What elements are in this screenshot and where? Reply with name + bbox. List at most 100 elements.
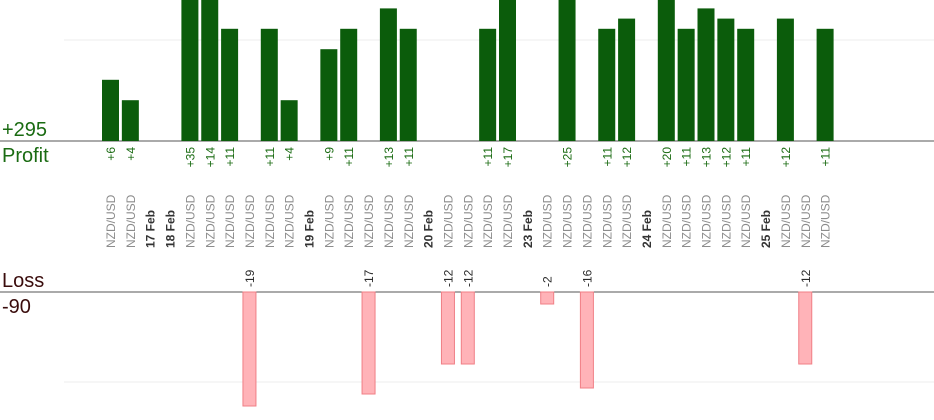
pair-label: NZD/USD bbox=[700, 194, 714, 248]
profit-value-label: +11 bbox=[402, 147, 416, 167]
date-label: 24 Feb bbox=[640, 210, 654, 248]
loss-value-label: -12 bbox=[441, 269, 455, 287]
profit-bar bbox=[320, 49, 338, 142]
profit-value-label: +4 bbox=[124, 147, 138, 161]
profit-bar bbox=[201, 0, 219, 141]
profit-bar bbox=[598, 28, 616, 141]
date-label: 23 Feb bbox=[521, 210, 535, 248]
pair-label: NZD/USD bbox=[660, 194, 674, 248]
pair-label: NZD/USD bbox=[203, 194, 217, 248]
profit-value-label: +14 bbox=[203, 147, 217, 168]
pair-label: NZD/USD bbox=[620, 194, 634, 248]
pair-label: NZD/USD bbox=[680, 194, 694, 248]
profit-bar bbox=[776, 18, 794, 142]
pair-label: NZD/USD bbox=[819, 194, 833, 248]
profit-value-label: +17 bbox=[501, 147, 515, 168]
pair-label: NZD/USD bbox=[719, 194, 733, 248]
profit-value-label: +11 bbox=[600, 147, 614, 167]
pair-label: NZD/USD bbox=[243, 194, 257, 248]
profit-bar bbox=[499, 0, 516, 141]
pair-label: NZD/USD bbox=[402, 194, 416, 248]
profit-bar bbox=[181, 0, 199, 141]
pair-label: NZD/USD bbox=[183, 194, 197, 248]
profit-bar bbox=[399, 28, 417, 141]
pair-label: NZD/USD bbox=[779, 194, 793, 248]
profit-value-label: +11 bbox=[819, 147, 833, 167]
pair-label: NZD/USD bbox=[362, 194, 376, 248]
profit-bar bbox=[558, 0, 576, 141]
loss-value-label: -12 bbox=[799, 269, 813, 287]
loss-bar bbox=[460, 291, 475, 365]
profit-bar bbox=[280, 100, 298, 141]
pair-label: NZD/USD bbox=[580, 194, 594, 248]
pair-label: NZD/USD bbox=[441, 194, 455, 248]
profit-bar bbox=[479, 28, 497, 141]
loss-total: -90 bbox=[2, 296, 31, 318]
profit-value-label: +12 bbox=[620, 147, 634, 168]
profit-value-label: +35 bbox=[183, 147, 197, 168]
profit-bar bbox=[618, 18, 636, 142]
loss-label: Loss bbox=[2, 270, 45, 292]
pair-label: NZD/USD bbox=[799, 194, 813, 248]
pair-label: NZD/USD bbox=[223, 194, 237, 248]
loss-value-label: -2 bbox=[541, 276, 555, 287]
loss-bar bbox=[242, 291, 257, 407]
profit-value-label: +6 bbox=[104, 147, 118, 161]
profit-value-label: +11 bbox=[223, 147, 237, 167]
loss-value-label: -16 bbox=[580, 269, 594, 287]
pair-label: NZD/USD bbox=[461, 194, 475, 248]
date-label: 18 Feb bbox=[164, 210, 178, 248]
date-label: 25 Feb bbox=[759, 210, 773, 248]
pair-label: NZD/USD bbox=[104, 194, 118, 248]
profit-value-label: +12 bbox=[719, 147, 733, 168]
pair-label: NZD/USD bbox=[739, 194, 753, 248]
profit-value-label: +11 bbox=[739, 147, 753, 167]
pair-label: NZD/USD bbox=[501, 194, 515, 248]
profit-bar bbox=[102, 79, 119, 141]
loss-value-label: -19 bbox=[243, 269, 257, 287]
loss-value-label: -12 bbox=[461, 269, 475, 287]
pair-label: NZD/USD bbox=[541, 194, 555, 248]
profit-bar bbox=[340, 28, 358, 141]
profit-bar bbox=[677, 28, 695, 141]
date-label: 19 Feb bbox=[303, 210, 317, 248]
profit-total: +295 bbox=[2, 119, 48, 141]
pair-label: NZD/USD bbox=[561, 194, 575, 248]
profit-value-label: +12 bbox=[779, 147, 793, 168]
profit-bar bbox=[697, 8, 715, 142]
profit-value-label: +25 bbox=[561, 147, 575, 168]
loss-value-label: -17 bbox=[362, 269, 376, 287]
profit-value-label: +13 bbox=[700, 147, 714, 168]
loss-bar bbox=[361, 291, 376, 395]
profit-value-label: +11 bbox=[263, 147, 277, 167]
loss-bar bbox=[798, 291, 813, 365]
profit-bar bbox=[657, 0, 675, 141]
profit-bar bbox=[260, 28, 278, 141]
profit-bar bbox=[737, 28, 755, 141]
pair-label: NZD/USD bbox=[283, 194, 297, 248]
loss-bar bbox=[440, 291, 455, 365]
profit-value-label: +11 bbox=[680, 147, 694, 167]
profit-bar bbox=[121, 100, 139, 141]
loss-bar bbox=[579, 291, 594, 389]
profit-value-label: +11 bbox=[481, 147, 495, 167]
pair-label: NZD/USD bbox=[382, 194, 396, 248]
date-label: 20 Feb bbox=[422, 210, 436, 248]
profit-bar bbox=[717, 18, 735, 142]
pair-label: NZD/USD bbox=[124, 194, 138, 248]
profit-label: Profit bbox=[2, 145, 49, 167]
profit-value-label: +11 bbox=[342, 147, 356, 167]
loss-bar bbox=[540, 291, 555, 305]
profit-bar bbox=[221, 28, 239, 141]
pair-label: NZD/USD bbox=[322, 194, 336, 248]
profit-bar bbox=[816, 28, 834, 141]
profit-value-label: +20 bbox=[660, 147, 674, 168]
pair-label: NZD/USD bbox=[263, 194, 277, 248]
pair-label: NZD/USD bbox=[481, 194, 495, 248]
profit-value-label: +9 bbox=[322, 147, 336, 161]
pair-label: NZD/USD bbox=[600, 194, 614, 248]
profit-value-label: +4 bbox=[283, 147, 297, 161]
profit-value-label: +13 bbox=[382, 147, 396, 168]
pair-label: NZD/USD bbox=[342, 194, 356, 248]
